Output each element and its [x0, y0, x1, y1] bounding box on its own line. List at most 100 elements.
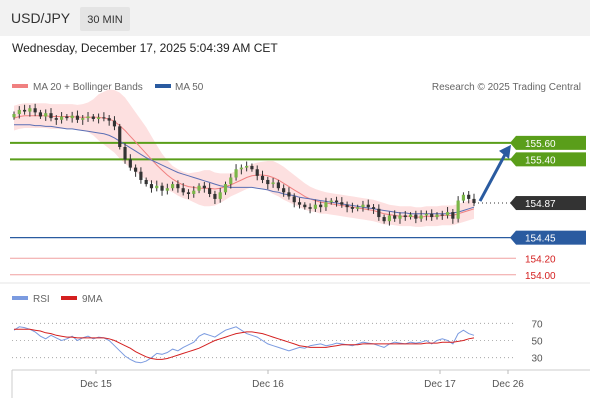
rsi-series-9ma [14, 328, 475, 360]
candle-body [218, 192, 222, 199]
candle-body [377, 208, 381, 218]
candle-body [292, 196, 296, 203]
level-label-154.87: 154.87 [525, 199, 556, 210]
candle-body [202, 185, 206, 189]
candle-body [229, 177, 233, 185]
candle-body [371, 207, 376, 209]
candle-body [60, 116, 64, 120]
candle-body [340, 202, 344, 205]
chart-datetime: Wednesday, December 17, 2025 5:04:39 AM … [12, 41, 278, 55]
candle-body [356, 207, 360, 209]
candle-body [461, 194, 466, 201]
candle-body [28, 108, 32, 112]
candle-body [91, 116, 95, 119]
level-label-154.20: 154.20 [525, 254, 556, 265]
ma50-legend-swatch [155, 84, 171, 88]
ma50-line [14, 124, 475, 215]
candle-body [38, 112, 43, 117]
candle-body [430, 213, 434, 218]
ma50-legend-label: MA 50 [175, 82, 204, 93]
ma20-legend-label: MA 20 + Bollinger Bands [33, 82, 143, 93]
candle-body [197, 185, 201, 191]
candle-body [408, 214, 413, 218]
candle-body [393, 215, 397, 219]
candle-body [181, 188, 185, 193]
timeframe-label: 30 MIN [87, 14, 123, 26]
x-tick-label: Dec 17 [424, 379, 456, 390]
price-levels [10, 141, 516, 276]
rsi-ma-legend-swatch [61, 296, 77, 300]
x-tick-label: Dec 15 [80, 379, 112, 390]
candle-body [445, 212, 450, 216]
candle-body [44, 113, 48, 117]
level-badge-155.40 [516, 152, 586, 167]
candle-body [33, 108, 37, 113]
moving-averages [13, 115, 475, 218]
candle-body [213, 193, 217, 199]
candle-body [160, 185, 164, 191]
projection-arrow-head [499, 144, 511, 159]
level-badge-155.60 [516, 135, 586, 150]
candle-body [155, 185, 159, 189]
candle-body [171, 184, 175, 189]
candle-body [350, 207, 354, 209]
candle-body [361, 204, 365, 208]
candle-body [134, 167, 138, 172]
candle-body [234, 169, 238, 178]
timeframe-badge[interactable] [80, 7, 130, 31]
level-badge-pointer-155.60 [510, 135, 516, 150]
rsi-tick-50: 50 [531, 337, 543, 348]
candle-body [266, 179, 270, 185]
rsi-tick-labels: 70 50 30 [531, 319, 543, 364]
candle-body [319, 204, 323, 208]
candle-body [467, 194, 471, 199]
candle-body [260, 175, 265, 180]
candle-body [118, 126, 122, 147]
level-badge-pointer-154.45 [510, 230, 516, 245]
candle-body [102, 117, 106, 119]
candle-body [366, 204, 370, 208]
candlesticks [12, 103, 476, 226]
candle-body [435, 214, 439, 218]
candle-body [451, 212, 455, 219]
candle-body [49, 113, 53, 119]
candle-body [424, 213, 428, 216]
candle-body [334, 200, 339, 203]
time-axis: Dec 15 Dec 16 Dec 17 Dec 26 [80, 370, 524, 390]
level-label-155.40: 155.40 [525, 155, 556, 166]
level-label-154.00: 154.00 [525, 271, 556, 282]
rsi-tick-70: 70 [531, 319, 543, 330]
projection-arrow [478, 144, 511, 202]
candle-body [176, 184, 180, 189]
ma20-legend-swatch [12, 84, 28, 88]
candle-body [12, 114, 16, 118]
candle-body [313, 204, 317, 209]
candle-body [17, 109, 21, 115]
candle-body [255, 169, 259, 176]
candle-body [128, 159, 132, 168]
candle-body [414, 214, 418, 219]
candle-body [165, 188, 169, 191]
candle-body [398, 215, 402, 219]
level-label-154.45: 154.45 [525, 234, 556, 245]
level-badge-154.87 [516, 196, 586, 211]
candle-body [144, 179, 148, 185]
rsi-lines [13, 326, 475, 364]
bollinger-band-area [14, 89, 474, 227]
candle-body [192, 190, 196, 194]
candle-body [324, 202, 328, 208]
candle-body [250, 165, 254, 170]
candle-body [419, 215, 423, 219]
candle-body [149, 184, 154, 189]
candle-body [75, 115, 80, 120]
level-badge-pointer-154.87 [510, 196, 516, 211]
rsi-legend-label: RSI [33, 294, 50, 305]
candle-body [22, 109, 27, 112]
candle-body [239, 167, 243, 170]
candle-body [345, 204, 349, 208]
candle-body [65, 116, 69, 119]
candle-body [208, 188, 212, 194]
level-label-155.60: 155.60 [525, 139, 556, 150]
candle-body [245, 165, 249, 168]
